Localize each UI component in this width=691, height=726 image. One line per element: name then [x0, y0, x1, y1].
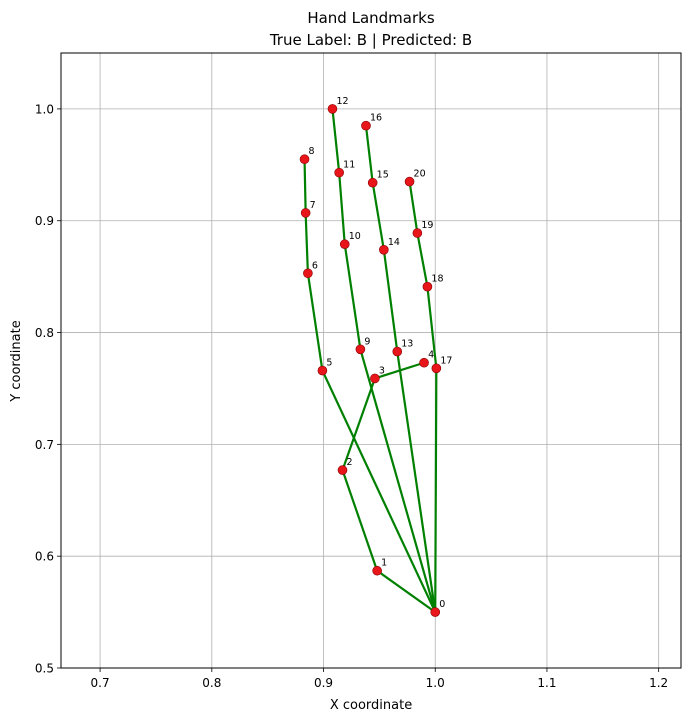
skeleton-line — [371, 181, 385, 251]
landmark-point — [379, 245, 389, 255]
landmark-label: 20 — [414, 169, 426, 180]
skeleton-line — [382, 248, 399, 353]
landmark-label: 1 — [381, 558, 387, 569]
x-axis-label: X coordinate — [330, 698, 412, 713]
x-tick-label: 1.0 — [426, 676, 445, 690]
landmark-label: 2 — [347, 457, 353, 468]
y-tick-label: 0.7 — [35, 438, 54, 452]
skeleton-line — [341, 468, 379, 572]
landmark-point — [422, 281, 433, 292]
x-tick-label: 1.1 — [537, 676, 556, 690]
y-tick-label: 0.8 — [35, 326, 54, 340]
landmark-label: 0 — [439, 599, 445, 610]
skeleton-line — [321, 369, 437, 614]
landmark-point — [431, 363, 442, 374]
landmark-label: 4 — [428, 350, 434, 361]
y-tick-label: 0.5 — [35, 662, 54, 676]
landmark-label: 14 — [388, 237, 400, 248]
landmark-points — [299, 104, 442, 617]
landmark-point — [337, 465, 348, 475]
skeleton-line — [364, 124, 374, 184]
landmark-label: 12 — [336, 96, 348, 107]
skeleton-line — [306, 272, 324, 372]
skeleton-line — [359, 348, 437, 614]
landmark-point — [419, 357, 429, 368]
skeleton-line — [341, 377, 377, 472]
landmark-label: 16 — [370, 113, 382, 124]
skeleton-line — [396, 350, 437, 614]
landmark-point — [372, 565, 382, 576]
x-tick-label: 0.9 — [314, 676, 333, 690]
landmark-point — [300, 208, 311, 218]
landmark-label: 15 — [377, 170, 389, 181]
landmark-label: 7 — [310, 200, 316, 211]
chart-subtitle: True Label: B | Predicted: B — [269, 31, 472, 49]
landmark-label: 6 — [312, 260, 318, 271]
skeleton-line — [416, 231, 429, 288]
y-tick-label: 0.9 — [35, 214, 54, 228]
landmark-point — [361, 120, 371, 131]
landmark-point — [367, 177, 378, 188]
landmark-point — [355, 344, 366, 355]
landmark-point — [317, 365, 328, 376]
landmark-point — [303, 268, 313, 279]
plot-frame — [60, 52, 682, 669]
landmark-label: 19 — [421, 220, 433, 231]
landmark-label: 17 — [440, 355, 452, 366]
landmark-label: 5 — [326, 358, 332, 369]
landmark-label: 11 — [343, 160, 355, 171]
landmark-label: 9 — [364, 336, 370, 347]
landmark-label: 10 — [349, 231, 361, 242]
landmark-point — [412, 228, 423, 238]
skeleton-line — [434, 367, 438, 614]
skeleton-line — [331, 107, 341, 174]
y-tick-label: 0.6 — [35, 550, 54, 564]
skeleton-line — [426, 285, 438, 370]
landmark-label: 3 — [379, 365, 385, 376]
skeleton-line — [408, 180, 419, 235]
landmark-point — [392, 346, 403, 357]
y-tick-label: 1.0 — [35, 102, 54, 116]
landmark-point — [404, 176, 415, 187]
grid — [61, 53, 681, 669]
x-tick-label: 1.2 — [649, 676, 668, 690]
landmark-point — [339, 239, 350, 250]
x-axis-ticks: 0.7 0.8 0.9 1.0 1.1 1.2 — [91, 668, 668, 690]
landmark-point — [334, 167, 344, 178]
landmark-label: 13 — [401, 339, 413, 350]
skeleton-line — [343, 243, 362, 351]
landmark-point — [299, 154, 310, 165]
landmark-label: 8 — [309, 146, 315, 157]
chart-title: Hand Landmarks — [307, 9, 435, 27]
x-tick-label: 0.7 — [91, 676, 110, 690]
skeleton-line — [338, 171, 346, 246]
landmark-label: 18 — [431, 274, 443, 285]
skeleton-line — [303, 158, 307, 214]
skeleton-line — [304, 211, 309, 275]
landmark-point — [327, 104, 338, 114]
y-axis-ticks: 0.5 0.6 0.7 0.8 0.9 1.0 — [35, 102, 61, 676]
skeleton-lines — [303, 107, 438, 614]
x-tick-label: 0.8 — [202, 676, 221, 690]
landmark-point — [370, 373, 380, 384]
y-axis-label: Y coordinate — [9, 320, 24, 402]
landmark-point — [430, 607, 441, 617]
skeleton-line — [376, 569, 437, 614]
